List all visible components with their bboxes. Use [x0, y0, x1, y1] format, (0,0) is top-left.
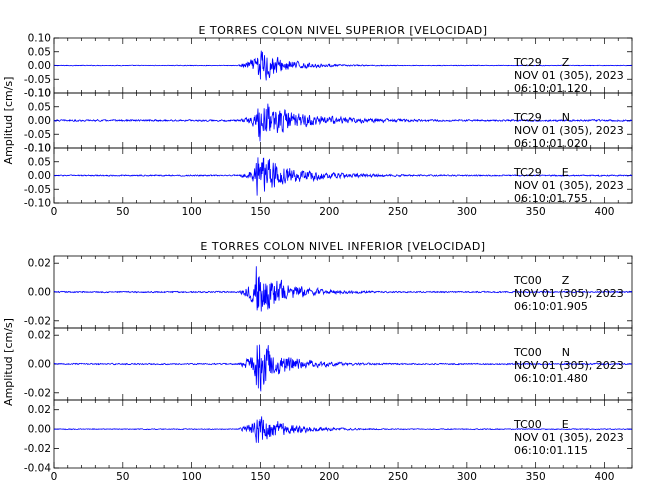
- waveform-line: [53, 157, 633, 196]
- x-tick-label: 400: [594, 206, 614, 218]
- y-tick-label: 0.05: [28, 101, 51, 113]
- x-tick-label: 50: [116, 471, 129, 483]
- y-tick-label: 0.00: [28, 115, 51, 127]
- waveform-line: [53, 416, 633, 443]
- lower-level-chart: E TORRES COLON NIVEL INFERIOR [VELOCIDAD…: [2, 240, 633, 483]
- y-tick-label: 0.05: [28, 156, 51, 168]
- time-label: 06:10:01.905: [514, 300, 588, 313]
- x-tick-label: 150: [250, 471, 270, 483]
- x-tick-label: 200: [319, 471, 339, 483]
- time-label: 06:10:01.480: [514, 372, 588, 385]
- y-tick-label: 0.02: [28, 258, 51, 270]
- y-tick-label: 0.00: [28, 287, 51, 299]
- x-tick-label: 0: [51, 206, 58, 218]
- station-label: TC29 E: [513, 166, 569, 179]
- y-tick-label: 0.00: [28, 424, 51, 436]
- station-label: TC29 Z: [513, 56, 570, 69]
- y-tick-label: -0.10: [24, 88, 51, 100]
- station-label: TC29 N: [513, 111, 570, 124]
- date-label: NOV 01 (305), 2023: [514, 431, 624, 444]
- time-label: 06:10:01.020: [514, 137, 588, 150]
- x-tick-label: 150: [250, 206, 270, 218]
- x-tick-label: 250: [388, 471, 408, 483]
- y-tick-label: -0.05: [24, 129, 51, 141]
- x-tick-label: 300: [457, 206, 477, 218]
- y-tick-label: -0.10: [24, 143, 51, 155]
- waveform-line: [53, 103, 633, 142]
- x-tick-label: 250: [388, 206, 408, 218]
- y-tick-label: 0.02: [28, 330, 51, 342]
- y-tick-label: -0.02: [24, 387, 51, 399]
- station-label: TC00 N: [513, 346, 570, 359]
- y-tick-label: 0.05: [28, 46, 51, 58]
- y-tick-label: 0.00: [28, 60, 51, 72]
- x-tick-label: 350: [526, 471, 546, 483]
- date-label: NOV 01 (305), 2023: [514, 359, 624, 372]
- chart-title: E TORRES COLON NIVEL INFERIOR [VELOCIDAD…: [200, 240, 485, 253]
- y-tick-label: 0.02: [28, 404, 51, 416]
- x-tick-label: 200: [319, 206, 339, 218]
- y-tick-label: -0.02: [24, 443, 51, 455]
- chart-title: E TORRES COLON NIVEL SUPERIOR [VELOCIDAD…: [198, 24, 487, 37]
- x-tick-label: 400: [594, 471, 614, 483]
- y-axis-label: Amplitud [cm/s]: [2, 318, 15, 406]
- time-label: 06:10:01.120: [514, 82, 588, 95]
- upper-level-chart: E TORRES COLON NIVEL SUPERIOR [VELOCIDAD…: [2, 24, 633, 218]
- y-tick-label: -0.05: [24, 74, 51, 86]
- waveform-line: [53, 266, 633, 312]
- date-label: NOV 01 (305), 2023: [514, 69, 624, 82]
- x-tick-label: 100: [182, 206, 202, 218]
- x-tick-label: 350: [526, 206, 546, 218]
- station-label: TC00 E: [513, 418, 569, 431]
- x-tick-label: 100: [182, 471, 202, 483]
- y-tick-label: 0.10: [28, 33, 51, 45]
- time-label: 06:10:01.115: [514, 444, 588, 457]
- time-label: 06:10:01.755: [514, 192, 588, 205]
- y-tick-label: -0.02: [24, 315, 51, 327]
- y-tick-label: 0.00: [28, 359, 51, 371]
- waveform-line: [53, 50, 633, 81]
- x-tick-label: 50: [116, 206, 129, 218]
- y-axis-label: Amplitud [cm/s]: [2, 77, 15, 165]
- station-label: TC00 Z: [513, 274, 570, 287]
- y-tick-label: -0.10: [24, 198, 51, 210]
- date-label: NOV 01 (305), 2023: [514, 124, 624, 137]
- y-tick-label: -0.05: [24, 184, 51, 196]
- y-tick-label: -0.04: [24, 463, 51, 475]
- y-tick-label: 0.00: [28, 170, 51, 182]
- y-tick-label: 0.10: [28, 88, 51, 100]
- date-label: NOV 01 (305), 2023: [514, 179, 624, 192]
- y-tick-label: 0.10: [28, 143, 51, 155]
- x-tick-label: 0: [51, 471, 58, 483]
- waveform-line: [53, 344, 633, 392]
- date-label: NOV 01 (305), 2023: [514, 287, 624, 300]
- x-tick-label: 300: [457, 471, 477, 483]
